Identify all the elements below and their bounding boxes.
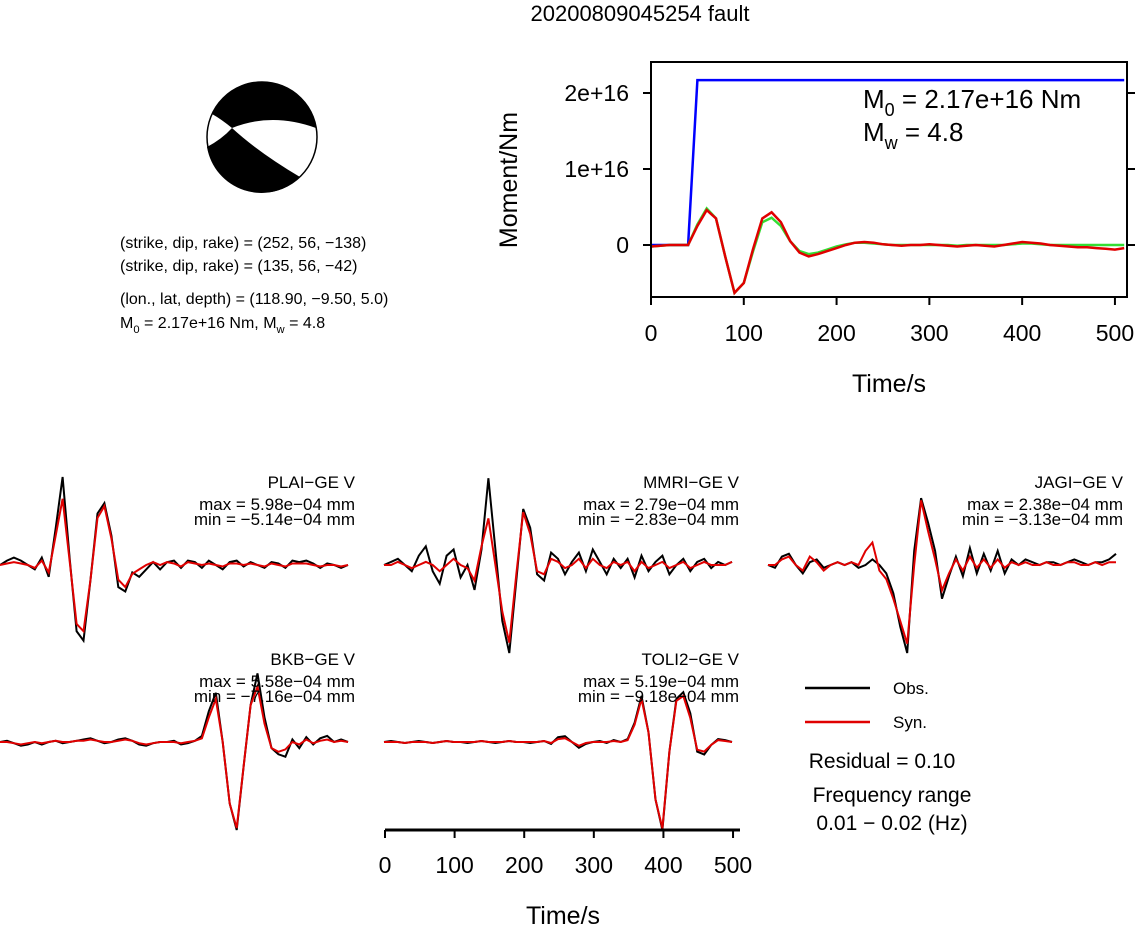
min-label: min = −7.16e−04 mm <box>194 687 355 706</box>
symbol: M <box>120 315 133 332</box>
x-tick-label: 100 <box>435 852 473 878</box>
frequency-label: Frequency range <box>813 784 972 807</box>
obs-trace <box>383 478 733 654</box>
source-line: (strike, dip, rake) = (135, 56, −42) <box>120 258 357 275</box>
syn-trace <box>0 683 349 829</box>
subscript: 0 <box>885 100 895 120</box>
source-line: (strike, dip, rake) = (252, 56, −138) <box>120 235 366 252</box>
x-tick-label: 100 <box>725 320 763 346</box>
annotation: Mw = 4.8 <box>863 117 963 153</box>
symbol: M <box>263 315 276 332</box>
syn-trace <box>768 500 1116 644</box>
station-label: TOLI2−GE V <box>642 650 740 669</box>
syn-trace <box>384 694 733 829</box>
station-label: PLAI−GE V <box>268 473 356 492</box>
station-label: BKB−GE V <box>270 650 355 669</box>
min-label: min = −2.83e−04 mm <box>578 510 739 529</box>
obs-trace <box>0 476 349 644</box>
source-line: (lon., lat, depth) = (118.90, −9.50, 5.0… <box>120 291 388 308</box>
x-tick-label: 400 <box>1003 320 1041 346</box>
moment-line <box>650 208 1125 296</box>
x-axis-label: Time/s <box>852 370 926 398</box>
text: = 2.17e+16 Nm <box>895 84 1081 114</box>
plot-frame <box>650 61 1128 298</box>
y-tick-label: 1e+16 <box>564 156 629 182</box>
max-label: max = 5.19e−04 mm <box>583 672 739 691</box>
moment-line <box>651 78 1125 247</box>
beachball-compression <box>212 82 316 128</box>
frequency: 0.01 − 0.02 (Hz) <box>816 812 967 835</box>
symbol: M <box>863 117 885 147</box>
x-tick-label: 0 <box>379 852 392 878</box>
min-label: min = −3.13e−04 mm <box>962 510 1123 529</box>
title: 20200809045254 fault <box>531 1 750 26</box>
moment-line <box>650 206 1125 296</box>
min-label: min = −9.18e−04 mm <box>578 687 739 706</box>
x-tick-label: 0 <box>645 320 658 346</box>
x-tick-label: 400 <box>644 852 682 878</box>
x-axis-label: Time/s <box>526 902 600 927</box>
beachball <box>206 81 318 193</box>
annotation: M0 = 2.17e+16 Nm <box>863 84 1081 120</box>
y-axis-label: Moment/Nm <box>495 112 523 248</box>
x-tick-label: 500 <box>1096 320 1134 346</box>
max-label: max = 2.79e−04 mm <box>583 495 739 514</box>
subscript: w <box>884 133 899 153</box>
obs-trace <box>383 690 733 831</box>
x-tick-label: 500 <box>714 852 752 878</box>
symbol: M <box>863 84 885 114</box>
y-tick-label: 2e+16 <box>564 80 629 106</box>
legend-label: Obs. <box>893 679 929 698</box>
max-label: max = 5.58e−04 mm <box>199 672 355 691</box>
station-label: MMRI−GE V <box>643 473 740 492</box>
max-label: max = 5.98e−04 mm <box>199 495 355 514</box>
min-label: min = −5.14e−04 mm <box>194 510 355 529</box>
text: = 4.8 <box>285 315 326 332</box>
text: = 4.8 <box>898 117 964 147</box>
source-moment-line: M0 = 2.17e+16 Nm, Mw = 4.8 <box>120 315 325 336</box>
syn-trace <box>0 498 349 634</box>
x-tick-label: 300 <box>575 852 613 878</box>
y-tick-label: 0 <box>616 232 629 258</box>
legend-label: Syn. <box>893 713 927 732</box>
x-tick-label: 300 <box>910 320 948 346</box>
max-label: max = 2.38e−04 mm <box>967 495 1123 514</box>
residual: Residual = 0.10 <box>809 750 956 773</box>
subscript: 0 <box>133 324 139 336</box>
x-tick-label: 200 <box>505 852 543 878</box>
station-label: JAGI−GE V <box>1035 473 1124 492</box>
text: = 2.17e+16 Nm, <box>140 315 264 332</box>
subscript: w <box>276 324 286 336</box>
beachball-compression <box>207 128 300 193</box>
x-tick-label: 200 <box>817 320 855 346</box>
syn-trace <box>384 511 733 643</box>
